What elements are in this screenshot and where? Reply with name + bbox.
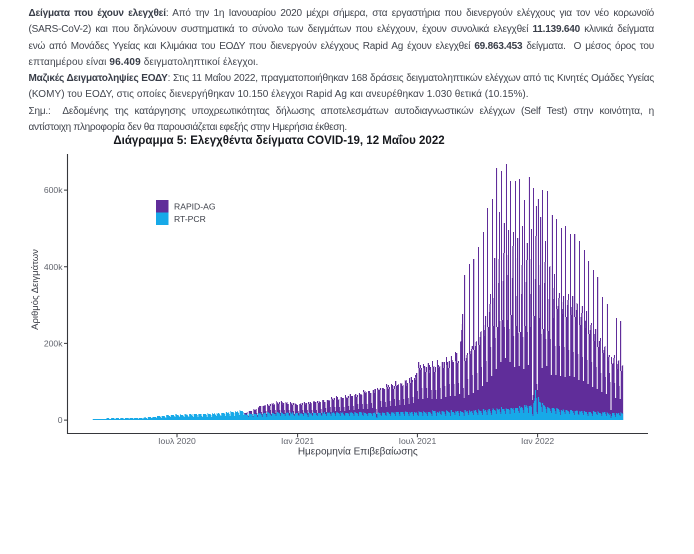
svg-text:Ιαν 2022: Ιαν 2022 [521,436,554,446]
svg-text:Ιουλ 2020: Ιουλ 2020 [158,436,196,446]
svg-text:RT-PCR: RT-PCR [174,214,206,224]
svg-text:RAPID-AG: RAPID-AG [174,201,216,211]
svg-text:0: 0 [58,415,63,425]
svg-text:400k: 400k [44,262,63,272]
svg-text:Αριθμός Δειγμάτων: Αριθμός Δειγμάτων [30,249,41,330]
svg-text:Ημερομηνία Επιβεβαίωσης: Ημερομηνία Επιβεβαίωσης [298,446,418,458]
svg-text:200k: 200k [44,338,63,348]
svg-text:Ιουλ 2021: Ιουλ 2021 [399,436,437,446]
svg-text:600k: 600k [44,185,63,195]
svg-text:Ιαν 2021: Ιαν 2021 [281,436,314,446]
